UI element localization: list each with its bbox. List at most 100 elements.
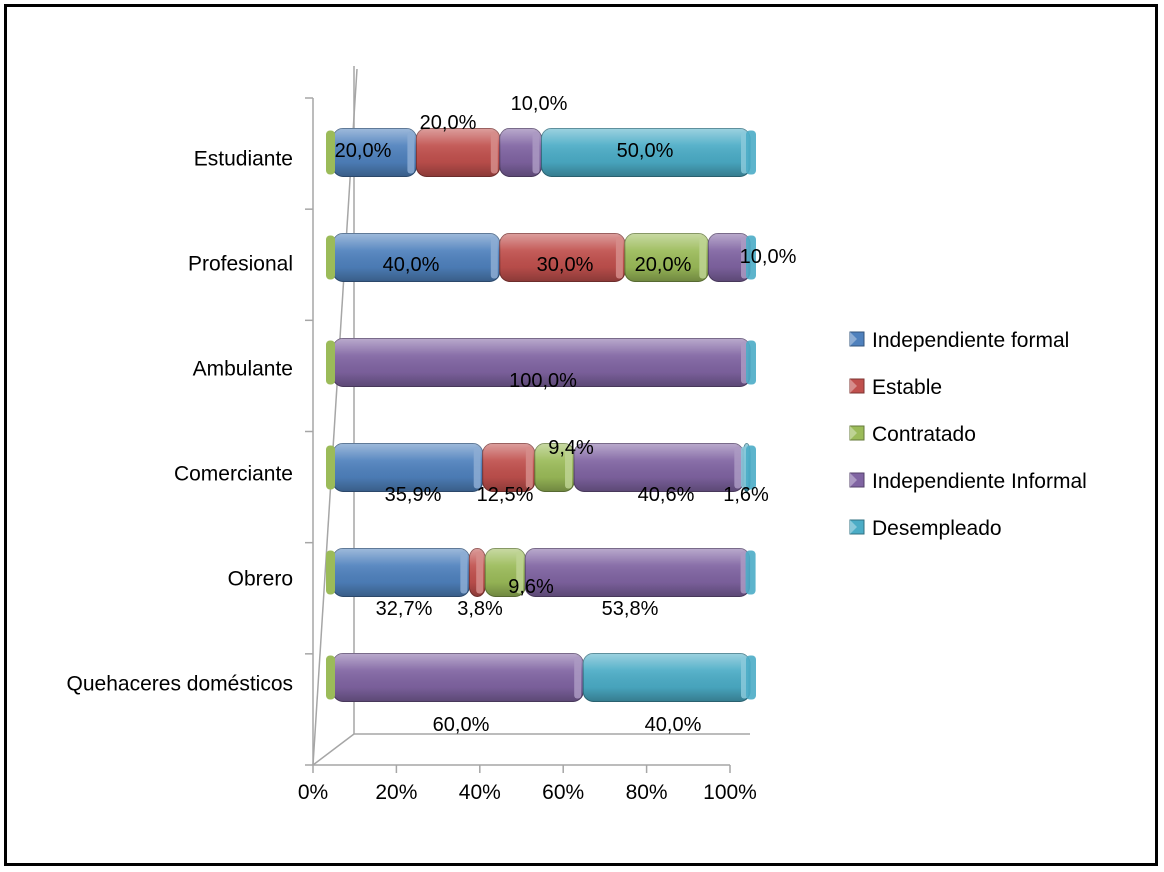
bar-shine bbox=[624, 233, 709, 282]
bar-cap bbox=[525, 446, 533, 489]
data-label: 40,0% bbox=[645, 714, 702, 736]
bar-shine bbox=[333, 443, 483, 492]
data-label: 60,0% bbox=[433, 714, 490, 736]
data-label: 20,0% bbox=[335, 140, 392, 162]
bar-end-cap bbox=[746, 340, 756, 385]
data-label: 53,8% bbox=[602, 598, 659, 620]
bar-cap bbox=[565, 446, 573, 489]
bar-cap bbox=[532, 131, 540, 174]
bar-end-cap bbox=[746, 235, 756, 280]
axis-back-edge bbox=[312, 68, 358, 766]
x-tick-label: 60% bbox=[542, 781, 584, 804]
data-label: 9,4% bbox=[548, 437, 594, 459]
bar-cap bbox=[490, 131, 498, 174]
bar-shine bbox=[541, 128, 750, 177]
data-label: 10,0% bbox=[740, 246, 797, 268]
legend-item: Desempleado bbox=[849, 517, 1002, 540]
legend: Independiente formal Estable Contratado Ind… bbox=[849, 329, 1087, 540]
data-label: 9,6% bbox=[508, 576, 554, 598]
bar-shine bbox=[583, 653, 750, 702]
bar-segment bbox=[499, 233, 626, 282]
category-label: Profesional bbox=[188, 253, 293, 276]
bar-segment bbox=[415, 128, 501, 177]
bar-end-cap bbox=[746, 655, 756, 700]
legend-swatch-shade bbox=[850, 332, 857, 346]
bar-segment bbox=[332, 548, 470, 597]
bar-cap bbox=[407, 131, 415, 174]
bar-segment bbox=[332, 338, 751, 387]
data-label: 40,6% bbox=[638, 484, 695, 506]
floor-edge-line bbox=[312, 733, 355, 766]
category-label: Ambulante bbox=[193, 358, 293, 381]
bar-cap bbox=[699, 236, 707, 279]
bar-shine bbox=[333, 653, 584, 702]
bar-segment bbox=[484, 548, 526, 597]
bar-cap bbox=[460, 551, 468, 594]
bar-cap bbox=[574, 656, 582, 699]
bar-segment bbox=[332, 653, 584, 702]
legend-swatch-shade bbox=[850, 520, 857, 534]
data-label: 35,9% bbox=[385, 484, 442, 506]
data-label: 1,6% bbox=[723, 484, 769, 506]
bar-segment bbox=[332, 128, 417, 177]
bar-segment bbox=[541, 128, 751, 177]
x-tick-label: 80% bbox=[626, 781, 668, 804]
chart-frame: 20,0% 40,0% 35,9% 32,7% 20,0% 30,0% 12,5% 3,8% 2… bbox=[4, 4, 1158, 866]
bar-cap bbox=[615, 236, 623, 279]
data-label: 50,0% bbox=[617, 140, 674, 162]
bar-segment bbox=[524, 548, 751, 597]
bar-end-cap bbox=[746, 445, 756, 490]
data-label: 20,0% bbox=[420, 112, 477, 134]
bar-shine bbox=[333, 128, 417, 177]
chart-svg: 20,0% 40,0% 35,9% 32,7% 20,0% 30,0% 12,5% 3,8% 2… bbox=[67, 66, 1087, 804]
bar-shine bbox=[708, 233, 750, 282]
value-labels: 20,0% 40,0% 35,9% 32,7% 20,0% 30,0% 12,5% 3,8% 2… bbox=[335, 93, 797, 736]
bar-shine bbox=[482, 443, 535, 492]
data-label: 30,0% bbox=[537, 254, 594, 276]
bar-segment bbox=[482, 443, 536, 492]
bar-segment bbox=[499, 128, 542, 177]
bar-shine bbox=[574, 443, 744, 492]
bar-segment bbox=[573, 443, 744, 492]
bar-segment bbox=[582, 653, 751, 702]
data-label: 12,5% bbox=[477, 484, 534, 506]
bar-start-cap bbox=[326, 340, 335, 385]
bar-start-cap bbox=[326, 445, 335, 490]
data-label: 10,0% bbox=[511, 93, 568, 115]
bar-end-cap bbox=[745, 550, 756, 595]
legend-label: Contratado bbox=[872, 423, 976, 446]
bar-segment bbox=[332, 233, 501, 282]
x-tick-label: 100% bbox=[703, 781, 757, 804]
bar-shine bbox=[485, 548, 526, 597]
category-label: Comerciante bbox=[174, 463, 293, 486]
legend-item: Contratado bbox=[849, 423, 976, 446]
bar-start-cap bbox=[326, 235, 335, 280]
legend-item: Estable bbox=[849, 376, 942, 399]
bar-shine bbox=[525, 548, 750, 597]
x-tick-label: 20% bbox=[375, 781, 417, 804]
legend-label: Independiente formal bbox=[872, 329, 1069, 352]
data-label: 20,0% bbox=[635, 254, 692, 276]
bar-cap bbox=[734, 446, 742, 489]
x-tick-label: 40% bbox=[459, 781, 501, 804]
data-label: 3,8% bbox=[457, 598, 503, 620]
bar-shine bbox=[416, 128, 500, 177]
data-label: 32,7% bbox=[376, 598, 433, 620]
axes bbox=[305, 66, 750, 773]
bar-segment bbox=[468, 548, 486, 597]
bar-cap bbox=[476, 551, 484, 594]
category-label: Obrero bbox=[228, 568, 293, 591]
bar-shine bbox=[333, 233, 500, 282]
bar-cap bbox=[516, 551, 524, 594]
bar-shine bbox=[499, 128, 542, 177]
category-label: Quehaceres domésticos bbox=[67, 673, 293, 696]
bar-cap bbox=[490, 236, 498, 279]
legend-swatch-shade bbox=[850, 379, 857, 393]
bar-shine bbox=[534, 443, 575, 492]
bar-segment bbox=[624, 233, 709, 282]
data-label: 40,0% bbox=[383, 254, 440, 276]
bar-segment bbox=[534, 443, 575, 492]
bar-segment bbox=[332, 443, 484, 492]
category-label: Estudiante bbox=[194, 148, 293, 171]
bar-shine bbox=[333, 548, 470, 597]
